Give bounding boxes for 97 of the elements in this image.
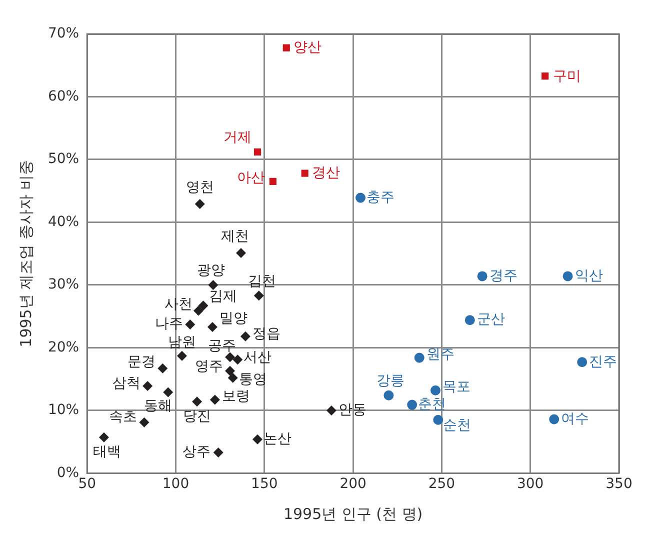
x-tick-label: 150 [251,476,278,492]
annotation: 경산 [312,164,340,181]
point [254,148,262,156]
y-tick-label: 70% [48,26,80,42]
annotation: 춘천 [418,396,446,412]
annotation: 순천 [443,418,472,434]
point [207,322,218,332]
annotation: 영주 [195,358,224,375]
y-tick-label: 40% [48,214,80,230]
annotation: 통영 [238,371,267,388]
point [562,271,573,282]
annotation: 정읍 [252,326,280,342]
point [139,417,150,428]
annotation: 속초 [109,409,138,426]
annotation: 김천 [248,273,276,290]
point [194,199,205,210]
x-tick-label: 100 [162,476,190,492]
annotation: 익산 [574,268,603,284]
annotation: 서산 [244,349,272,366]
annotation: 공주 [208,338,236,354]
annotation: 경주 [489,268,518,284]
point [252,434,262,444]
annotation: 동해 [144,398,172,414]
point [198,300,208,311]
annotation: 논산 [263,430,292,447]
point [269,178,276,185]
point [225,366,236,376]
annotation: 아산 [236,170,265,186]
point [210,394,220,405]
annotation: 안동 [338,402,366,418]
point [433,414,444,425]
y-tick-label: 50% [48,151,80,168]
point [542,72,549,80]
point [185,320,196,330]
point [240,331,250,342]
annotation: 당진 [183,408,212,424]
annotation: 목포 [442,379,470,396]
annotation: 광양 [197,262,226,279]
point [430,385,440,396]
annotation: 보령 [222,388,250,404]
point [282,44,290,52]
x-tick-label: 50 [78,476,96,492]
annotation: 양산 [293,39,322,56]
annotation: 거제 [223,130,252,146]
annotation: 김제 [209,288,238,304]
y-tick-label: 10% [48,402,80,418]
annotation: 군산 [476,312,505,328]
x-tick-label: 300 [516,476,544,492]
annotation: 나주 [155,316,184,332]
annotation: 사천 [164,296,192,312]
annotation: 태백 [92,444,121,460]
point [301,170,308,177]
annotation: 남원 [168,334,196,351]
annotation: 문경 [128,354,156,370]
point [192,396,202,407]
annotation: 밀양 [219,310,248,327]
point [549,414,560,424]
annotation: 충주 [366,189,395,206]
point [384,390,394,400]
annotation: 강릉 [376,373,405,390]
point [213,447,224,458]
point [208,280,218,290]
point [477,271,488,282]
point [254,290,264,301]
annotation: 상주 [182,444,210,460]
point [577,357,588,368]
x-tick-label: 250 [428,476,456,492]
point [176,350,187,361]
point [158,363,168,374]
point [225,352,236,362]
y-tick-label: 20% [48,339,80,356]
x-tick-label: 350 [606,476,632,492]
annotation: 원주 [426,346,454,362]
annotation: 삼척 [112,376,141,392]
x-axis-title: 1995년 인구 (천 명) [283,504,423,523]
point [464,315,475,326]
point [163,387,174,398]
x-tick-label: 200 [340,476,366,492]
point [142,380,153,391]
annotation: 진주 [589,354,618,370]
point [98,432,109,442]
annotation: 구미 [553,68,582,85]
point [236,248,246,258]
annotation: 여수 [561,410,590,427]
point [414,352,424,363]
y-axis-title: 1995년 제조업 종사자 비중 [16,160,35,348]
y-tick-label: 30% [48,276,80,293]
point [326,405,336,416]
y-tick-label: 0% [56,464,80,481]
point [232,354,243,365]
point [193,306,204,316]
annotation: 제천 [221,228,250,245]
y-tick-label: 60% [48,88,80,104]
point [407,400,418,410]
annotation: 영천 [186,180,214,196]
point [356,192,366,203]
point [228,372,238,383]
